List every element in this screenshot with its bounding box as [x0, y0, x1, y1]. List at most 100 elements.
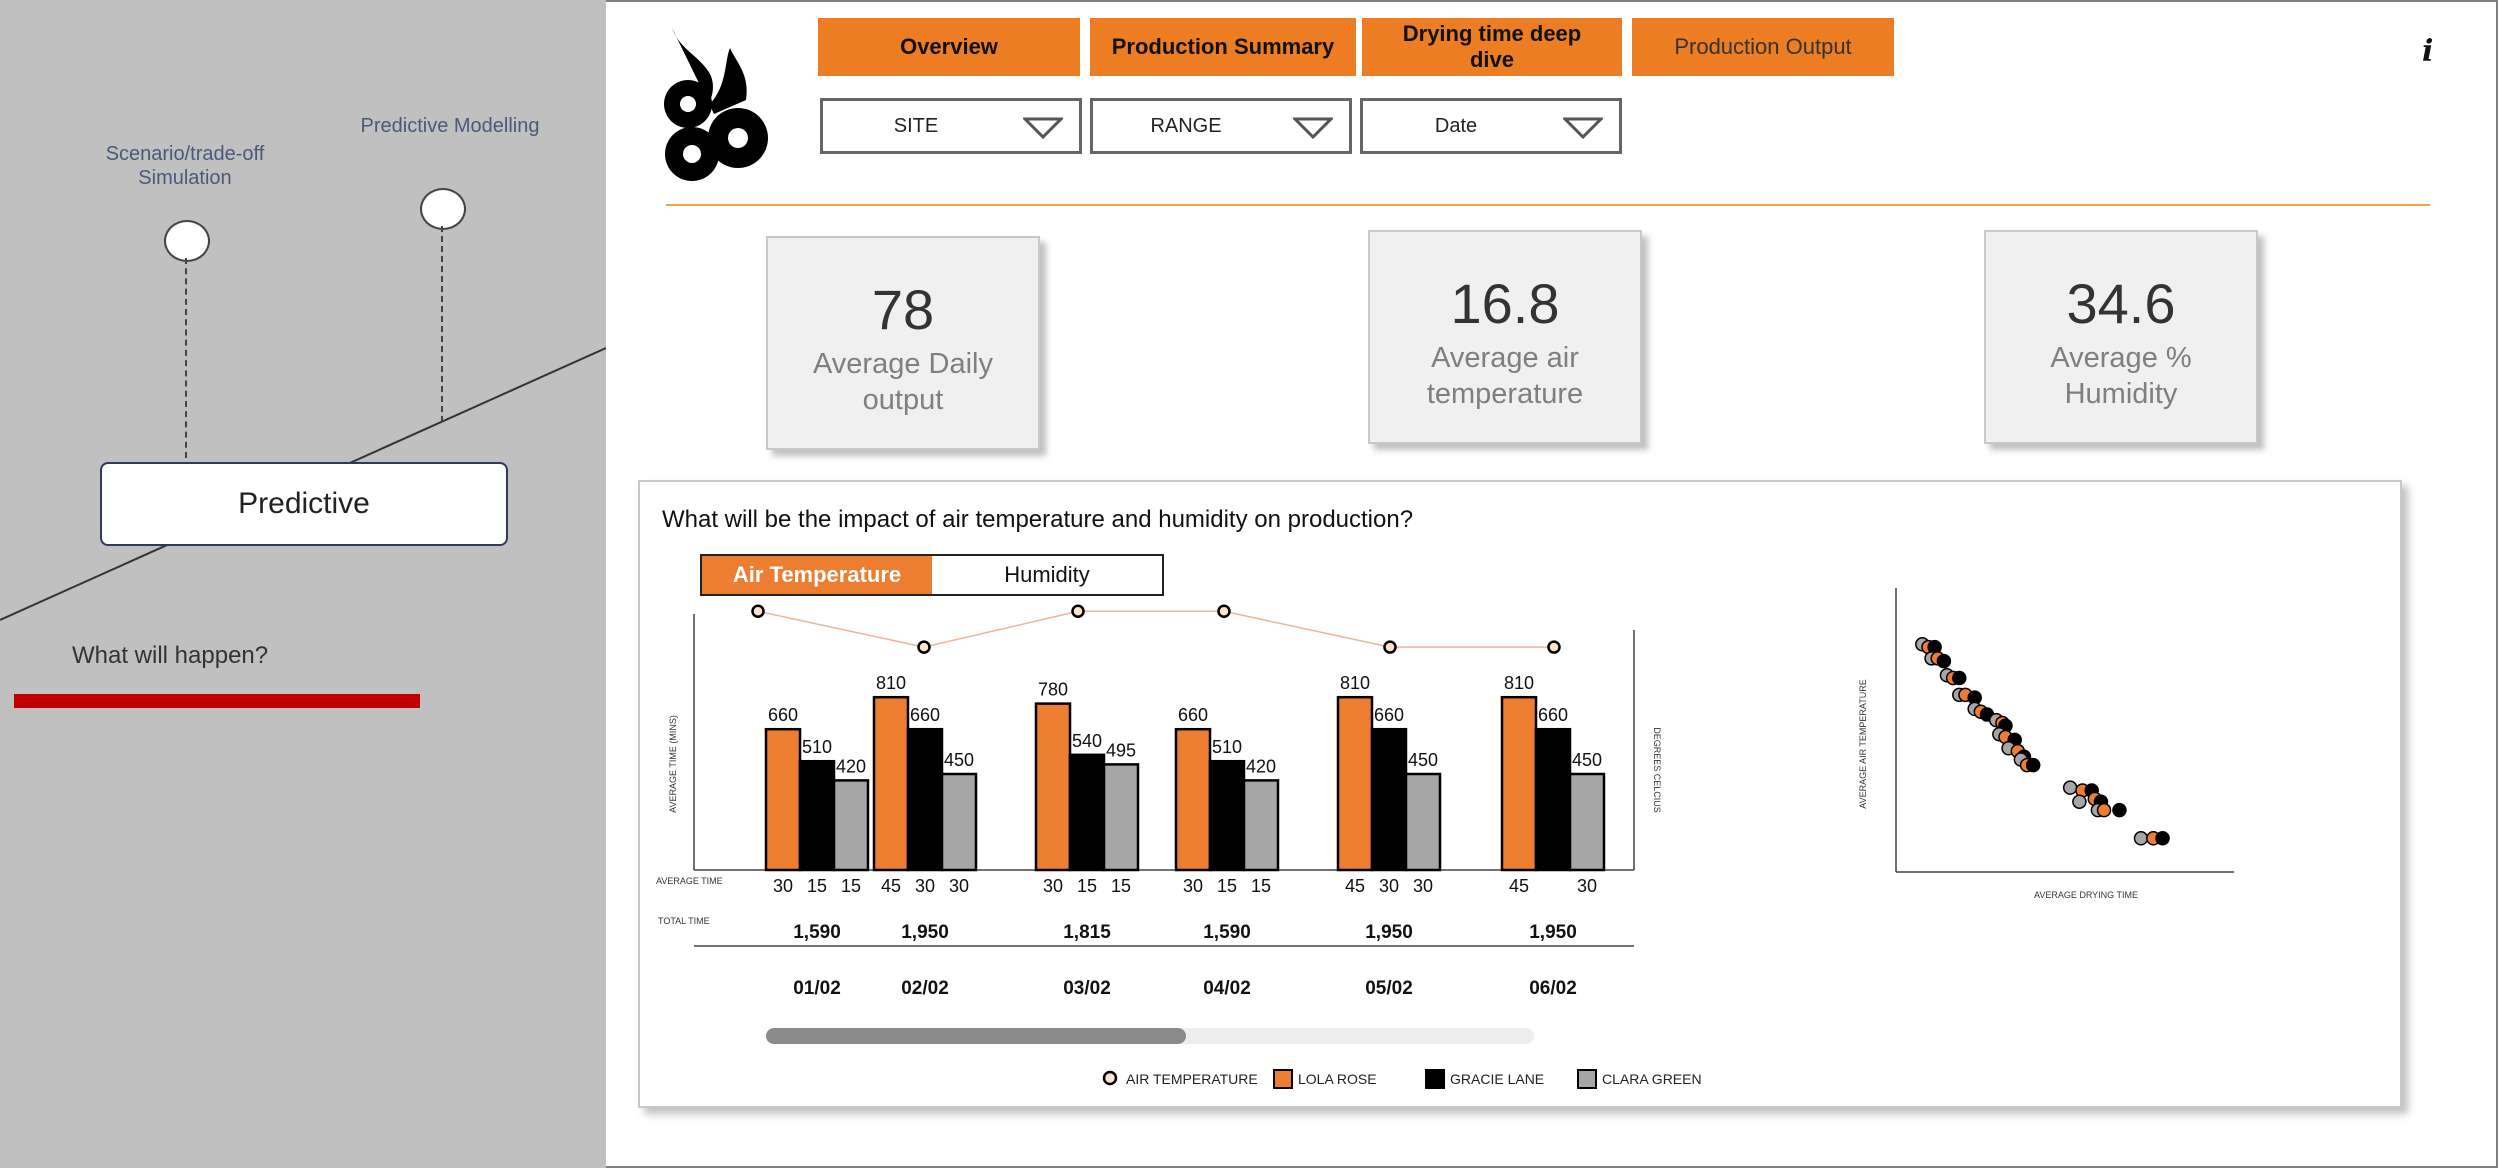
predictive-box[interactable]: Predictive	[100, 462, 508, 546]
avg-time-label: 15	[807, 876, 827, 896]
kpi-air-temperature: 16.8 Average air temperature	[1368, 230, 1642, 444]
bar-value-label: 660	[768, 705, 798, 725]
category-label: 02/02	[901, 978, 949, 999]
bar-lola-rose	[764, 727, 802, 872]
bar-gracie-lane	[1208, 759, 1246, 872]
site-dropdown[interactable]: SITE	[820, 98, 1082, 154]
air-temperature-point	[1217, 604, 1231, 619]
avg-time-label: 30	[1379, 876, 1399, 896]
bar-clara-green	[1242, 779, 1280, 872]
scatter-point	[1936, 653, 1952, 669]
air-temperature-point	[1383, 640, 1397, 654]
avg-time-label: 30	[949, 876, 969, 896]
site-dropdown-label: SITE	[893, 115, 939, 137]
date-dropdown[interactable]: Date	[1360, 98, 1622, 154]
bar-value-label: 660	[910, 705, 940, 725]
bar-value-label: 450	[1572, 750, 1602, 770]
tab-overview-label: Overview	[900, 34, 998, 59]
legend-swatch	[1102, 1070, 1118, 1086]
avg-time-label: 15	[1251, 876, 1271, 896]
category-label: 01/02	[793, 978, 841, 999]
chevron-down-icon	[1293, 117, 1333, 139]
scatter-point	[2062, 780, 2078, 795]
humidity-toggle[interactable]: Humidity	[932, 554, 1164, 596]
avg-time-label: 30	[773, 876, 793, 896]
bar-value-label: 660	[1374, 705, 1404, 725]
bar-value-label: 810	[876, 673, 906, 693]
node-circle-scenario[interactable]	[164, 220, 210, 262]
chevron-down-icon	[1563, 117, 1603, 139]
legend-swatch	[1577, 1069, 1597, 1089]
legend-label: GRACIE LANE	[1450, 1071, 1544, 1087]
bar-value-label: 540	[1072, 731, 1102, 751]
what-will-happen-text: What will happen?	[72, 642, 269, 669]
node-circle-predictive-modelling[interactable]	[420, 188, 466, 230]
kpi-humidity: 34.6 Average % Humidity	[1984, 230, 2258, 444]
bar-value-label: 810	[1504, 673, 1534, 693]
bar-value-label: 780	[1038, 680, 1068, 700]
date-dropdown-label: Date	[1434, 115, 1478, 137]
scatter-point	[2155, 831, 2170, 846]
kpi-humidity-label: Average % Humidity	[2050, 342, 2192, 410]
total-time-label: 1,590	[793, 922, 841, 943]
scatter-chart: AVERAGE DRYING TIME AVERAGE AIR TEMPERAT…	[1858, 588, 2234, 900]
chart-question: What will be the impact of air temperatu…	[662, 506, 1414, 533]
air-temperature-point	[1547, 640, 1561, 654]
bar-clara-green	[832, 779, 870, 872]
air-temperature-point	[917, 640, 931, 654]
category-label: 06/02	[1529, 978, 1577, 999]
bar-gracie-lane	[1068, 753, 1106, 872]
avg-time-label: 45	[881, 876, 901, 896]
kpi-humidity-value: 34.6	[2066, 272, 2176, 335]
bar-gracie-lane	[906, 727, 944, 872]
bar-chart: AVERAGE TIME (MINS) DEGREES CELCIUS AVER…	[656, 604, 1662, 999]
scatter-x-label: AVERAGE DRYING TIME	[2034, 890, 2138, 900]
predictive-box-label: Predictive	[238, 487, 370, 520]
bar-clara-green	[1404, 772, 1442, 872]
bar-gracie-lane	[798, 759, 836, 872]
legend-label: AIR TEMPERATURE	[1126, 1071, 1258, 1087]
y2-axis-label: DEGREES CELCIUS	[1652, 727, 1662, 813]
chevron-down-icon	[1023, 117, 1063, 139]
bar-lola-rose	[872, 695, 910, 872]
scatter-point	[1952, 670, 1967, 686]
scrollbar-thumb[interactable]	[766, 1028, 1186, 1044]
bar-lola-rose	[1500, 695, 1538, 872]
kpi-daily-output: 78 Average Daily output	[766, 236, 1040, 450]
bar-value-label: 420	[836, 756, 866, 776]
air-temperature-point	[1071, 604, 1085, 619]
avg-time-label: 15	[1077, 876, 1097, 896]
legend-label: CLARA GREEN	[1602, 1071, 1702, 1087]
bar-value-label: 510	[1212, 737, 1242, 757]
tab-drying-time-label: Drying time deep dive	[1402, 21, 1582, 72]
avg-time-label: 30	[915, 876, 935, 896]
bar-clara-green	[1102, 763, 1140, 872]
scatter-point	[2096, 802, 2112, 818]
node-label-scenario-text: Scenario/trade-off Simulation	[105, 143, 265, 189]
avg-time-label: 30	[1577, 876, 1597, 896]
scatter-point	[2025, 757, 2041, 773]
info-icon[interactable]: i	[2422, 34, 2434, 69]
legend-swatch	[1273, 1069, 1293, 1089]
tab-overview[interactable]: Overview	[818, 18, 1080, 76]
total-time-label: 1,950	[1529, 922, 1577, 943]
bar-value-label: 450	[1408, 750, 1438, 770]
kpi-air-temperature-label: Average air temperature	[1426, 342, 1584, 410]
brand-logo-icon	[664, 28, 768, 181]
tab-drying-time[interactable]: Drying time deep dive	[1362, 18, 1622, 76]
avg-time-label: 15	[1217, 876, 1237, 896]
avg-time-label: 45	[1509, 876, 1529, 896]
tab-production-output[interactable]: Production Output	[1632, 18, 1894, 76]
air-temperature-point	[751, 604, 765, 619]
tab-production-summary[interactable]: Production Summary	[1090, 18, 1356, 76]
bar-value-label: 420	[1246, 756, 1276, 776]
bar-value-label: 660	[1178, 705, 1208, 725]
bar-lola-rose	[1034, 702, 1072, 872]
category-label: 05/02	[1365, 978, 1413, 999]
bar-value-label: 510	[802, 737, 832, 757]
avg-time-label: 45	[1345, 876, 1365, 896]
total-time-label: 1,815	[1063, 922, 1111, 943]
node-label-predictive-modelling-text: Predictive Modelling	[360, 115, 540, 137]
air-temperature-toggle[interactable]: Air Temperature	[700, 554, 934, 596]
range-dropdown[interactable]: RANGE	[1090, 98, 1352, 154]
